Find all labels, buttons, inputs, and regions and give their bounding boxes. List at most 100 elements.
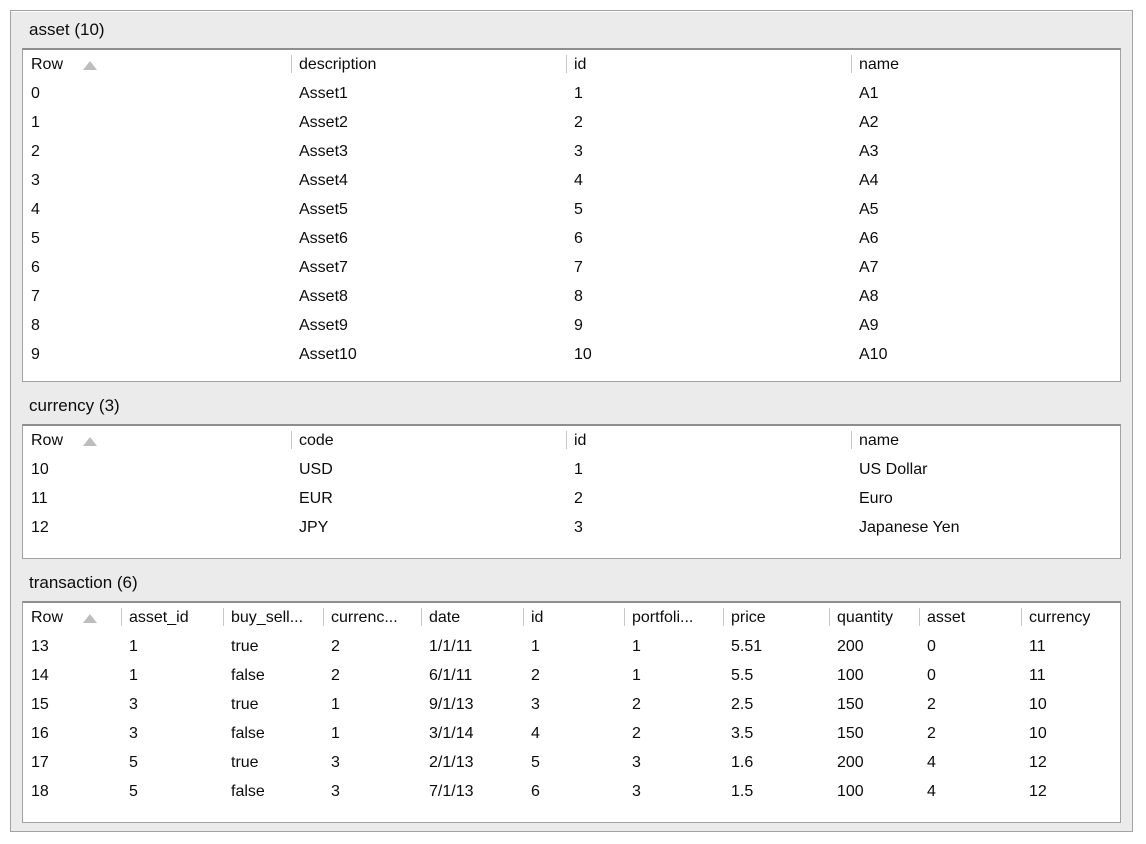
table-cell: 1 [574, 84, 583, 102]
table-row[interactable]: 14 1 false 2 6/1/11 2 1 5.5 100 0 11 [23, 661, 1120, 690]
table-cell: Japanese Yen [859, 518, 960, 536]
column-header-label: id [531, 608, 544, 626]
column-header-row[interactable]: Row [23, 426, 291, 455]
column-header-asset[interactable]: asset [919, 603, 1021, 632]
table-cell: 3/1/14 [429, 724, 474, 742]
section-currency: currency (3) Row code id name 10 USD 1 US Doll… [22, 382, 1121, 559]
table-row[interactable]: 7 Asset8 8 A8 [23, 282, 1120, 311]
column-header-row[interactable]: Row [23, 603, 121, 632]
table-cell: 200 [837, 753, 864, 771]
table-cell: 5 [574, 200, 583, 218]
table-cell: 2 [632, 695, 641, 713]
column-header-id[interactable]: id [566, 426, 851, 455]
table-cell: 1 [331, 724, 340, 742]
table-cell: 1 [574, 460, 583, 478]
table-row[interactable]: 8 Asset9 9 A9 [23, 311, 1120, 340]
table-row[interactable]: 9 Asset10 10 A10 [23, 340, 1120, 369]
table-cell: 0 [927, 666, 936, 684]
table-cell: Asset2 [299, 113, 348, 131]
table-cell: A7 [859, 258, 879, 276]
column-header-currency[interactable]: currency [1021, 603, 1120, 632]
table-row[interactable]: 12 JPY 3 Japanese Yen [23, 513, 1120, 542]
table-row[interactable]: 18 5 false 3 7/1/13 6 3 1.5 100 4 12 [23, 777, 1120, 806]
table-row[interactable]: 15 3 true 1 9/1/13 3 2 2.5 150 2 10 [23, 690, 1120, 719]
table-cell: 9/1/13 [429, 695, 474, 713]
table-row[interactable]: 1 Asset2 2 A2 [23, 108, 1120, 137]
table-cell: Asset3 [299, 142, 348, 160]
table-cell: 0 [927, 637, 936, 655]
table-cell: Asset7 [299, 258, 348, 276]
table-cell: 12 [1029, 782, 1047, 800]
table-cell: Asset10 [299, 345, 357, 363]
table-row[interactable]: 4 Asset5 5 A5 [23, 195, 1120, 224]
sort-ascending-icon [83, 60, 98, 70]
table-cell: 3 [574, 142, 583, 160]
column-header-price[interactable]: price [723, 603, 829, 632]
table-cell: 1/1/11 [429, 637, 473, 655]
table-cell: 2 [331, 666, 340, 684]
table-row[interactable]: 2 Asset3 3 A3 [23, 137, 1120, 166]
table-cell: A2 [859, 113, 879, 131]
table-cell: 2 [927, 695, 936, 713]
table-cell: 3 [531, 695, 540, 713]
table-cell: 2 [927, 724, 936, 742]
table-cell: 3.5 [731, 724, 754, 742]
column-header-label: description [299, 55, 377, 73]
sort-ascending-icon [83, 436, 98, 446]
column-header-label: asset_id [129, 608, 189, 626]
table-cell: 6 [31, 258, 40, 276]
table-cell: 9 [574, 316, 583, 334]
table-cell: 150 [837, 724, 864, 742]
column-header-description[interactable]: description [291, 50, 566, 79]
table-cell: 10 [574, 345, 592, 363]
table-row[interactable]: 13 1 true 2 1/1/11 1 1 5.51 200 0 11 [23, 632, 1120, 661]
table-row[interactable]: 5 Asset6 6 A6 [23, 224, 1120, 253]
column-header-id[interactable]: id [566, 50, 851, 79]
table-cell: 12 [1029, 753, 1047, 771]
table-cell: 4 [531, 724, 540, 742]
column-header-code[interactable]: code [291, 426, 566, 455]
table-cell: 5 [129, 753, 138, 771]
table-row[interactable]: 3 Asset4 4 A4 [23, 166, 1120, 195]
section-transaction: transaction (6) Row asset_id buy_sell... cu… [22, 559, 1121, 823]
column-header-currenc[interactable]: currenc... [323, 603, 421, 632]
table-row[interactable]: 17 5 true 3 2/1/13 5 3 1.6 200 4 12 [23, 748, 1120, 777]
table-cell: 1.5 [731, 782, 754, 800]
table-row[interactable]: 0 Asset1 1 A1 [23, 79, 1120, 108]
table-cell: false [231, 724, 265, 742]
table-title-asset: asset (10) [29, 20, 105, 39]
column-header-asset_id[interactable]: asset_id [121, 603, 223, 632]
table-row[interactable]: 6 Asset7 7 A7 [23, 253, 1120, 282]
table-cell: 2 [574, 489, 583, 507]
column-header-date[interactable]: date [421, 603, 523, 632]
column-header-name[interactable]: name [851, 426, 1120, 455]
table-cell: Asset1 [299, 84, 348, 102]
table-cell: 1 [331, 695, 340, 713]
table-cell: Asset6 [299, 229, 348, 247]
table-cell: 7 [574, 258, 583, 276]
table-cell: 17 [31, 753, 49, 771]
column-header-name[interactable]: name [851, 50, 1120, 79]
table-cell: 100 [837, 782, 864, 800]
table-row[interactable]: 10 USD 1 US Dollar [23, 455, 1120, 484]
column-header-portfoli[interactable]: portfoli... [624, 603, 723, 632]
column-header-id[interactable]: id [523, 603, 624, 632]
table-cell: 2.5 [731, 695, 754, 713]
table-cell: JPY [299, 518, 329, 536]
table-cell: 12 [31, 518, 49, 536]
column-header-label: quantity [837, 608, 894, 626]
table-cell: Euro [859, 489, 893, 507]
table-cell: 4 [31, 200, 40, 218]
table-cell: EUR [299, 489, 333, 507]
column-header-row[interactable]: Row [23, 50, 291, 79]
column-header-quantity[interactable]: quantity [829, 603, 919, 632]
table-cell: 0 [31, 84, 40, 102]
table-cell: 4 [574, 171, 583, 189]
column-header-buy_sell[interactable]: buy_sell... [223, 603, 323, 632]
table-cell: US Dollar [859, 460, 928, 478]
table-row[interactable]: 16 3 false 1 3/1/14 4 2 3.5 150 2 10 [23, 719, 1120, 748]
table-row[interactable]: 11 EUR 2 Euro [23, 484, 1120, 513]
table-cell: A9 [859, 316, 879, 334]
table-cell: 3 [574, 518, 583, 536]
column-header-label: id [574, 55, 587, 73]
